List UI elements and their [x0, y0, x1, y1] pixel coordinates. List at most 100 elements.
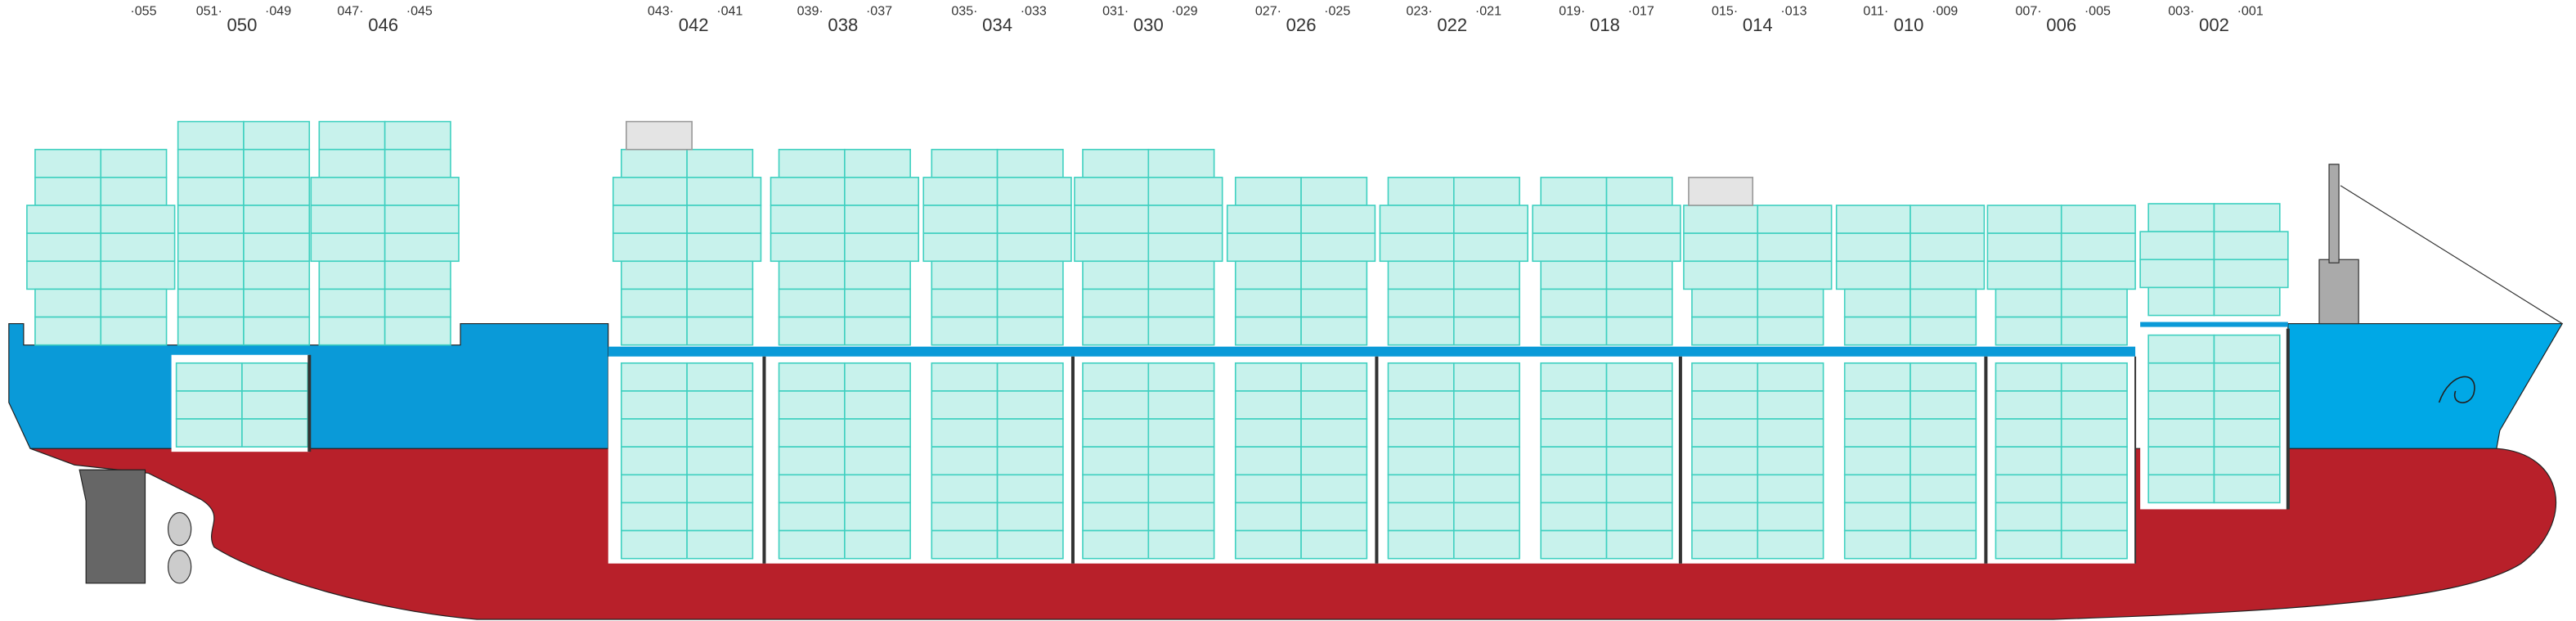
- container: [1757, 232, 1833, 263]
- container: [931, 502, 999, 532]
- container: [1835, 260, 1911, 290]
- container: [318, 316, 386, 346]
- bay-sub-label: 039·: [797, 3, 824, 18]
- container: [844, 205, 920, 234]
- container: [996, 529, 1064, 560]
- container: [1835, 205, 1911, 234]
- bay-sub-label: ·021: [1475, 3, 1501, 18]
- container: [2060, 529, 2128, 560]
- container: [1995, 288, 2062, 318]
- container: [384, 260, 451, 290]
- container: [1452, 529, 1520, 560]
- container: [778, 502, 846, 532]
- container: [1843, 474, 1911, 504]
- container: [1757, 260, 1833, 290]
- container: [1910, 474, 1977, 504]
- container: [996, 418, 1064, 448]
- container: [1691, 502, 1759, 532]
- container: [34, 177, 102, 206]
- container: [1683, 260, 1759, 290]
- container: [1605, 418, 1673, 448]
- propeller: [167, 550, 192, 584]
- bay-sub-label: 047·: [337, 3, 363, 18]
- container: [2147, 334, 2215, 364]
- container: [620, 260, 688, 290]
- container: [1452, 474, 1520, 504]
- container: [100, 288, 168, 318]
- container: [996, 232, 1072, 263]
- container: [844, 288, 911, 318]
- container: [1234, 362, 1302, 392]
- container: [243, 260, 311, 290]
- container: [1691, 390, 1759, 420]
- container: [1910, 362, 1977, 392]
- container: [612, 232, 688, 263]
- container: [686, 232, 762, 263]
- container: [1757, 418, 1824, 448]
- container: [1379, 205, 1455, 234]
- container: [1683, 232, 1759, 263]
- container: [1082, 390, 1150, 420]
- container: [1147, 205, 1223, 234]
- container: [34, 316, 102, 346]
- bay-label: 002: [2199, 15, 2229, 35]
- container: [996, 260, 1064, 290]
- container: [1082, 148, 1150, 178]
- container: [1387, 529, 1455, 560]
- bay-sub-label: ·033: [1021, 3, 1047, 18]
- container: [770, 205, 846, 234]
- bow-logo: [2438, 376, 2475, 403]
- container: [1843, 418, 1911, 448]
- bay-label: 042: [679, 15, 709, 35]
- container: [922, 232, 999, 263]
- container: [1691, 529, 1759, 560]
- hatch-cover: [625, 120, 693, 151]
- container: [620, 502, 688, 532]
- container: [1300, 474, 1368, 504]
- container: [1082, 529, 1150, 560]
- container: [1379, 232, 1455, 263]
- container: [1691, 446, 1759, 476]
- container: [996, 148, 1064, 178]
- container: [1452, 446, 1520, 476]
- container: [620, 316, 688, 346]
- container: [686, 474, 754, 504]
- bay-sub-label: 019·: [1559, 3, 1585, 18]
- container: [1300, 288, 1368, 318]
- container: [384, 120, 451, 151]
- forestay: [2340, 185, 2563, 325]
- container: [1082, 474, 1150, 504]
- container: [1995, 316, 2062, 346]
- container: [1986, 205, 2062, 234]
- container: [2060, 418, 2128, 448]
- container: [1540, 260, 1608, 290]
- container: [931, 474, 999, 504]
- container: [1995, 362, 2062, 392]
- container: [1691, 418, 1759, 448]
- container: [384, 232, 460, 263]
- bay-sub-label: 051·: [196, 3, 222, 18]
- container: [1835, 232, 1911, 263]
- container: [931, 260, 999, 290]
- container: [1147, 148, 1215, 178]
- container: [1995, 502, 2062, 532]
- container: [318, 260, 386, 290]
- container: [1234, 446, 1302, 476]
- container: [844, 418, 911, 448]
- container: [384, 205, 460, 234]
- bay-sub-label: ·055: [130, 3, 156, 18]
- bay-sub-label: 007·: [2016, 3, 2042, 18]
- bay-label: 038: [828, 15, 858, 35]
- bay-label: 046: [368, 15, 398, 35]
- container: [1300, 529, 1368, 560]
- container: [1757, 288, 1824, 318]
- container: [686, 205, 762, 234]
- container: [2060, 362, 2128, 392]
- container: [177, 120, 245, 151]
- container: [177, 148, 245, 178]
- container: [384, 288, 451, 318]
- container: [844, 474, 911, 504]
- container: [2213, 362, 2281, 392]
- container: [620, 148, 688, 178]
